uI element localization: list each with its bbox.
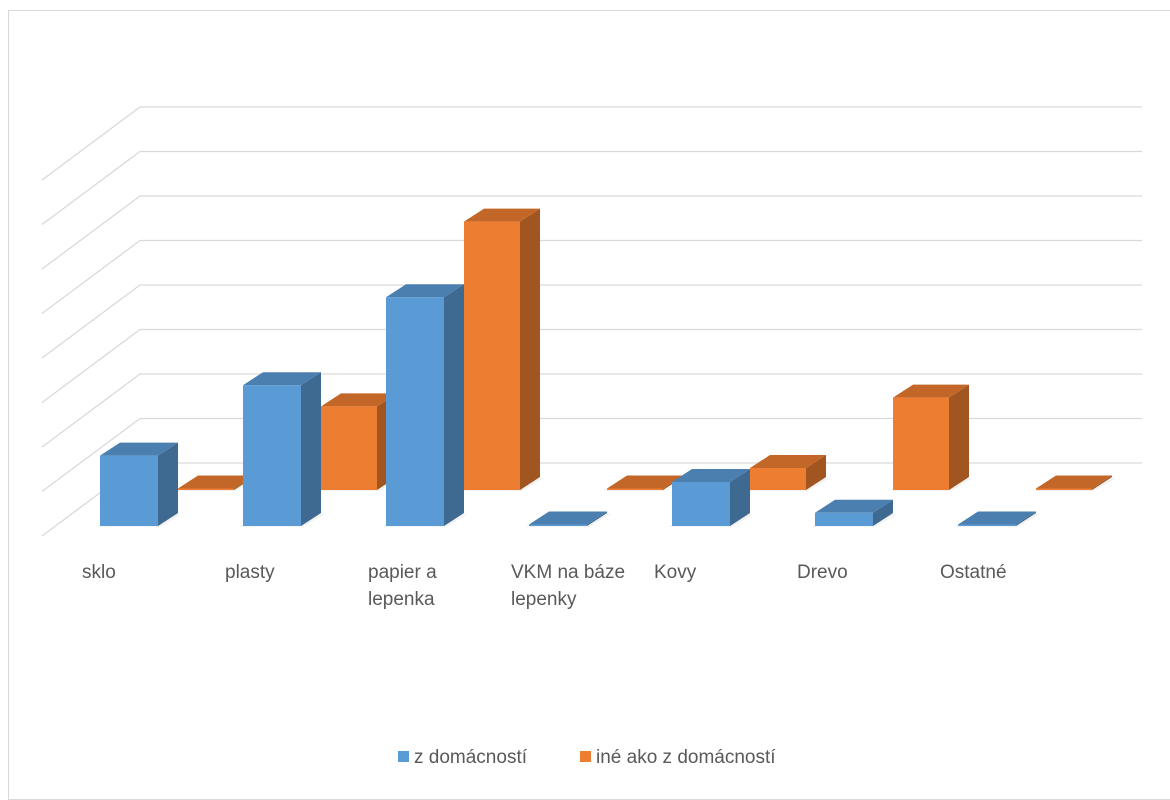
gridlines	[41, 106, 1142, 537]
bar-side	[520, 208, 540, 490]
bar-front	[1036, 488, 1092, 490]
legend-label: z domácností	[414, 747, 528, 768]
category-label: plasty	[225, 562, 275, 583]
category-label: papier a lepenka	[368, 562, 437, 610]
bar-top	[607, 475, 683, 489]
bar-top	[893, 384, 969, 398]
bar-top	[958, 511, 1036, 525]
bar-top	[243, 372, 321, 386]
bar-back-series	[889, 384, 973, 491]
legend-label: iné ako z domácností	[596, 747, 776, 768]
bar-top	[672, 469, 750, 482]
bar-front	[321, 406, 377, 490]
bar-front-series	[811, 499, 897, 527]
bar-front	[815, 512, 873, 526]
bar-side	[873, 499, 893, 526]
bar-top	[815, 499, 893, 513]
bar-front	[386, 297, 444, 526]
bar-front-series	[954, 511, 1040, 527]
bar-side	[1092, 475, 1112, 490]
bar-top	[321, 393, 397, 407]
gridline	[41, 373, 1142, 448]
gridline	[41, 239, 1142, 315]
bar-front-series	[96, 442, 182, 527]
gridline	[41, 417, 1142, 493]
gridline	[41, 328, 1142, 404]
bar-front	[893, 397, 949, 490]
legend-swatch	[580, 751, 591, 762]
bar-side	[301, 372, 321, 526]
gridline	[41, 284, 1142, 359]
category-label: Drevo	[797, 562, 848, 583]
bar-front	[750, 468, 806, 490]
bar-side	[444, 284, 464, 526]
bars	[96, 208, 1116, 527]
bar-top	[178, 475, 254, 489]
bar-top	[529, 511, 607, 525]
bar-back-series	[1032, 475, 1116, 491]
category-labels: sklo plasty papier a lepenka VKM na báze lepe…	[82, 562, 1007, 610]
category-label: sklo	[82, 562, 116, 583]
bar-front-series	[668, 469, 754, 527]
gridline	[41, 195, 1142, 270]
legend-item[interactable]: z domácností	[398, 747, 528, 768]
bar-front	[958, 524, 1016, 526]
bar-top	[464, 208, 540, 222]
bar-front	[178, 488, 234, 490]
category-label: Ostatné	[940, 562, 1007, 583]
bar-side	[1016, 511, 1036, 526]
bar-side	[949, 384, 969, 490]
bar-front-series	[382, 284, 468, 527]
bar-top	[386, 284, 464, 298]
legend-swatch	[398, 751, 409, 762]
legend[interactable]: z domácností iné ako z domácností	[398, 747, 776, 768]
bar-front	[243, 385, 301, 526]
bar-front	[464, 221, 520, 490]
gridline	[41, 150, 1142, 226]
bar-front	[100, 455, 158, 526]
bar-side	[587, 511, 607, 526]
legend-item[interactable]: iné ako z domácností	[580, 747, 776, 768]
category-label: VKM na báze lepenky	[511, 562, 625, 610]
bar-front	[529, 524, 587, 526]
bar-top	[1036, 475, 1112, 489]
gridline	[41, 106, 1142, 181]
bar-front-series	[239, 372, 325, 527]
bar-back-series	[460, 208, 544, 491]
bar-front	[607, 488, 663, 490]
bar-front-series	[525, 511, 611, 527]
category-label: Kovy	[654, 562, 697, 583]
bar-side	[730, 469, 750, 526]
bar-back-series	[746, 455, 830, 491]
bar-side	[806, 455, 826, 490]
bar-front	[672, 482, 730, 526]
bar-top	[750, 455, 826, 468]
bar-side	[158, 442, 178, 526]
bar-top	[100, 442, 178, 456]
